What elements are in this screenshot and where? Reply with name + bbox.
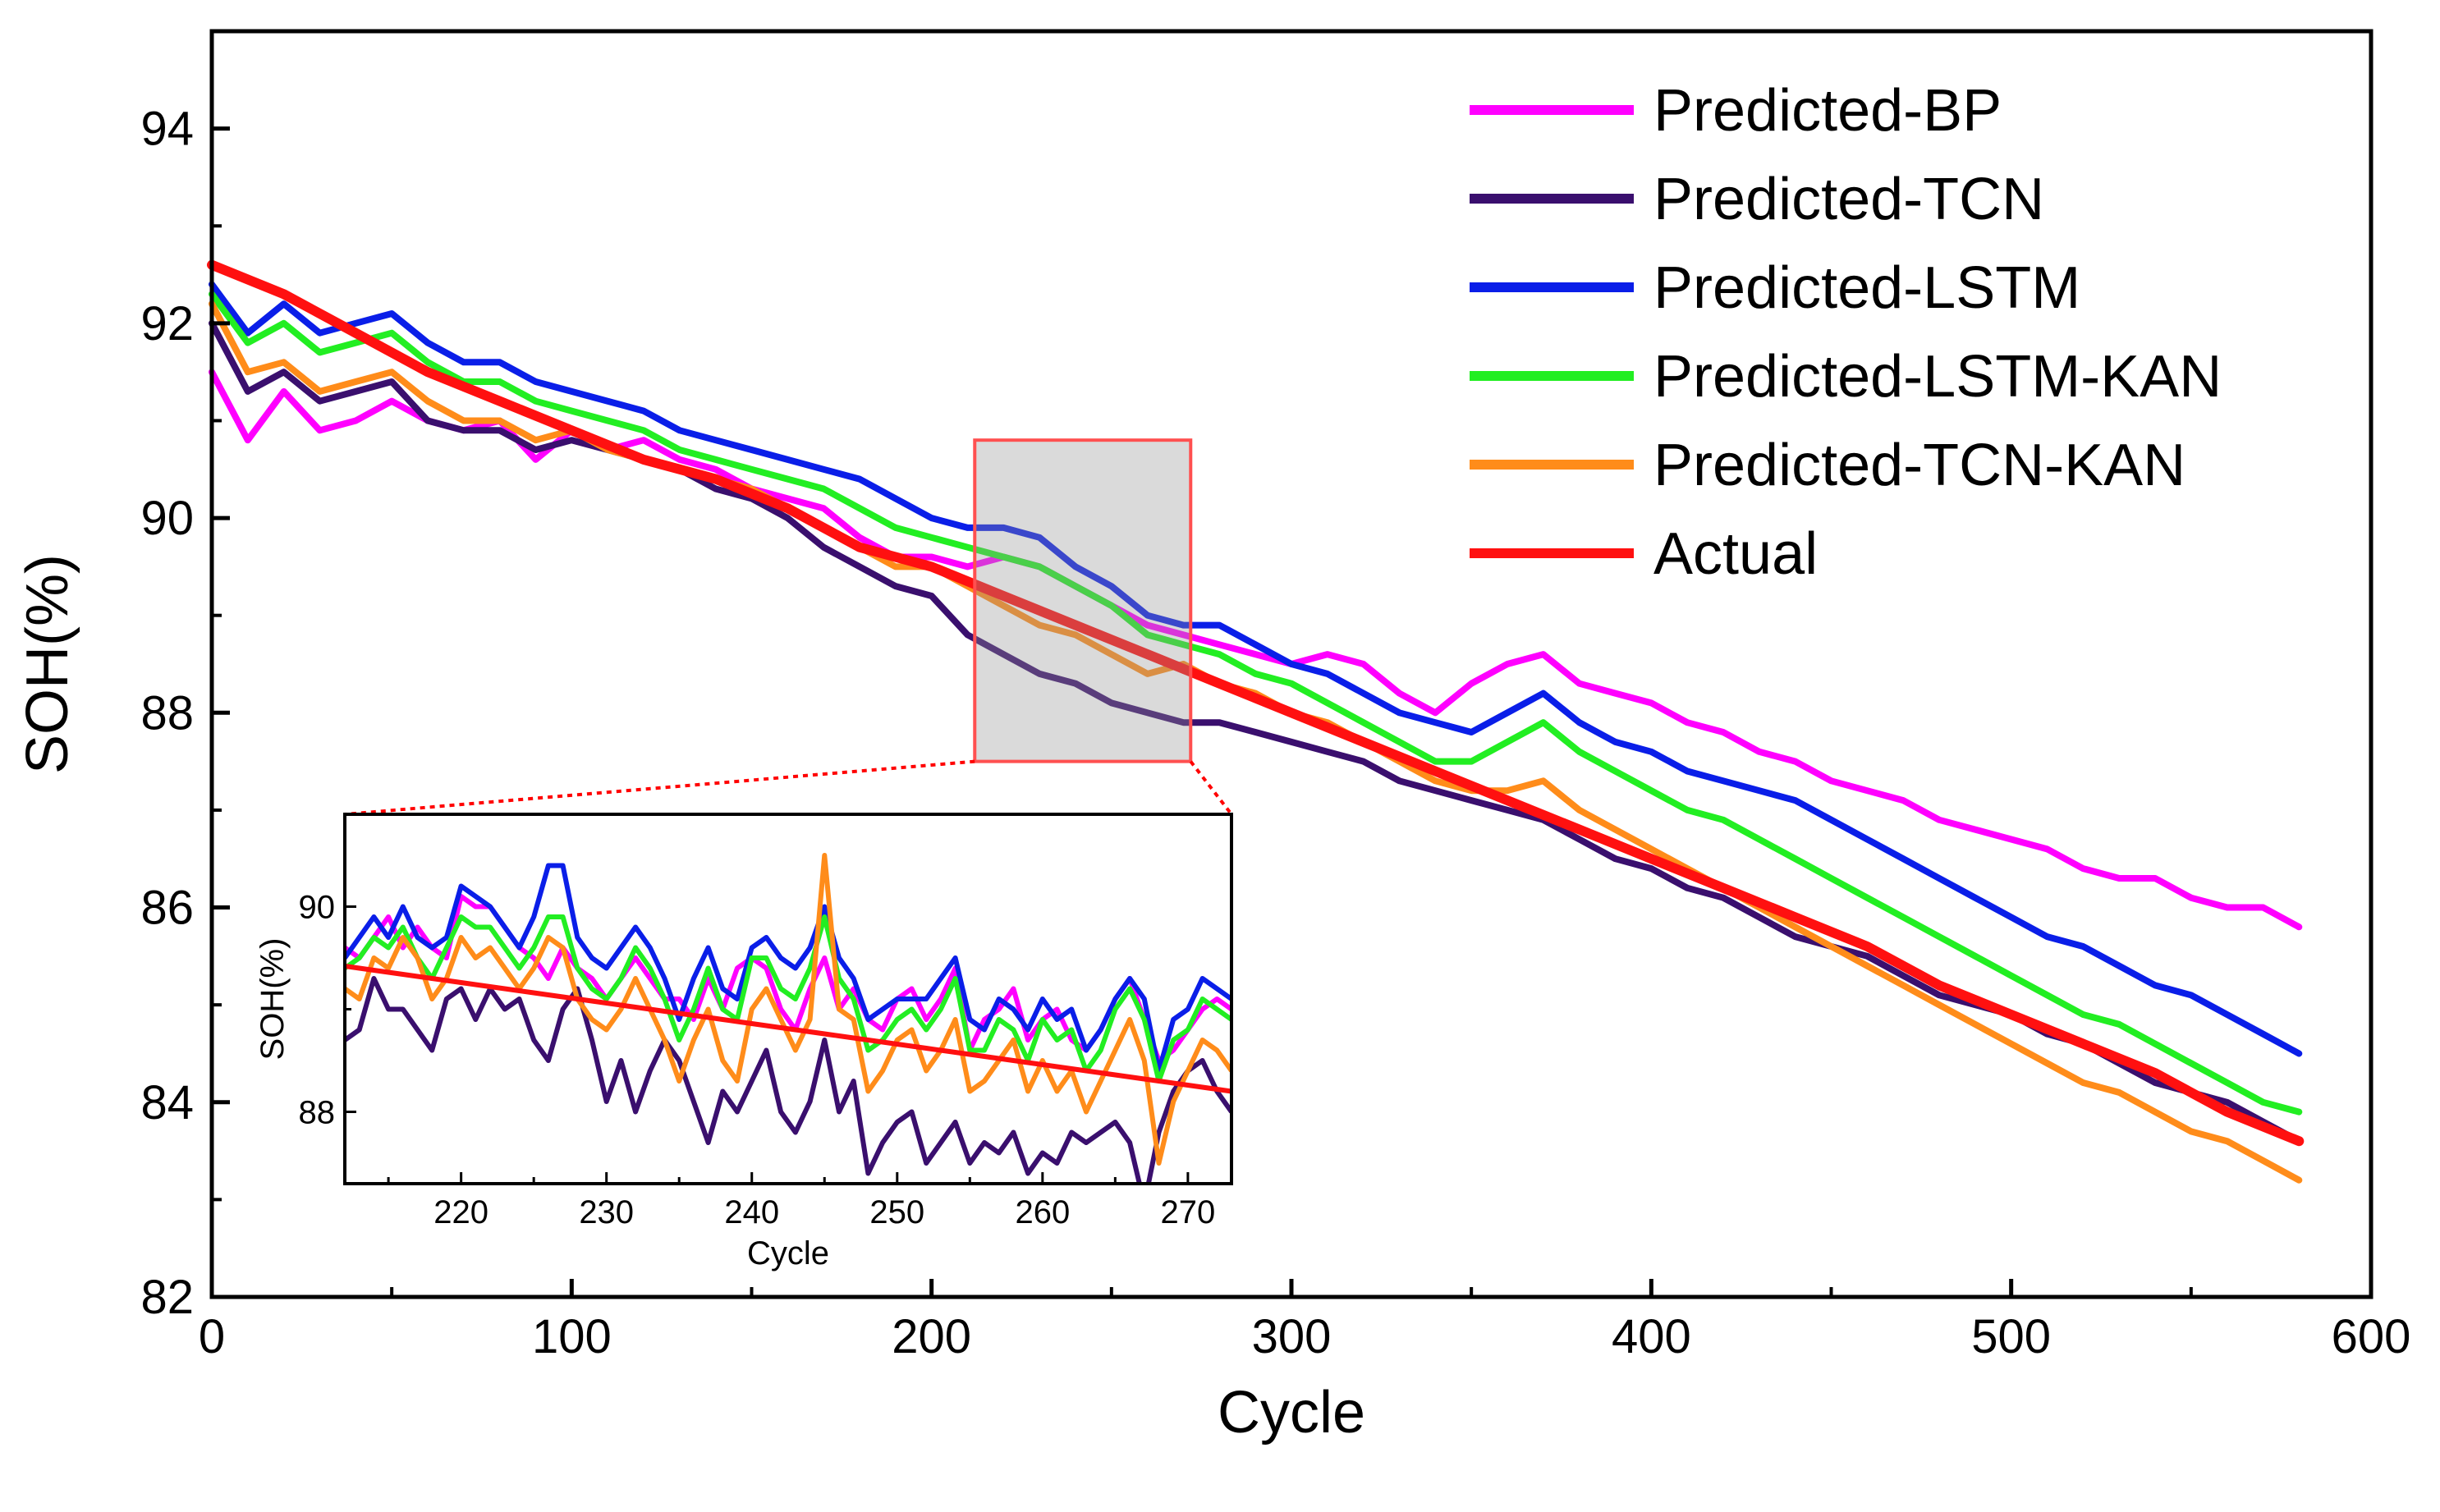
x-tick-label: 0 xyxy=(199,1310,225,1363)
inset-background xyxy=(345,814,1231,1184)
legend-label-predicted-tcn: Predicted-TCN xyxy=(1653,167,2044,232)
y-tick-label: 86 xyxy=(140,882,194,935)
zoom-box-group xyxy=(973,438,1193,763)
y-tick-label: 84 xyxy=(140,1076,194,1129)
series-line-actual xyxy=(207,259,2305,1147)
y-tick-label: 82 xyxy=(140,1271,194,1324)
inset-x-tick-label: 220 xyxy=(433,1194,488,1230)
inset-series-line-predicted-tcn-kan xyxy=(345,853,1231,1166)
y-axis-title: SOH(%) xyxy=(15,554,80,774)
legend: Predicted-BP Predicted-TCN Predicted-LSTM P… xyxy=(1470,78,2222,587)
legend-label-predicted-lstm: Predicted-LSTM xyxy=(1653,255,2080,321)
x-tick-label: 300 xyxy=(1252,1310,1332,1363)
inset-x-tick-label: 230 xyxy=(579,1194,634,1230)
inset-chart: 220 230 240 250 260 270 88 90 Cycle SOH(%) xyxy=(255,759,1233,1271)
inset-x-tick-label: 260 xyxy=(1015,1194,1070,1230)
inset-frame xyxy=(343,813,1233,1185)
inset-y-axis-title: SOH(%) xyxy=(255,938,291,1061)
inset-y-tick-label: 90 xyxy=(299,890,336,926)
y-tick-label: 88 xyxy=(140,686,194,740)
legend-label-predicted-lstm-kan: Predicted-LSTM-KAN xyxy=(1653,344,2222,410)
main-axes: 0 100 200 300 400 500 600 82 84 86 88 90 92 94 xyxy=(140,103,2410,1363)
series-line-predicted-lstm-kan xyxy=(209,291,2303,1116)
inset-lines xyxy=(345,853,1231,1184)
main-plot-lines xyxy=(207,259,2305,1184)
inset-y-tick-label: 88 xyxy=(299,1095,336,1131)
legend-label-predicted-bp: Predicted-BP xyxy=(1653,78,2002,144)
x-tick-label: 400 xyxy=(1612,1310,1691,1363)
inset-series-line-predicted-lstm xyxy=(345,863,1231,1074)
x-axis-title: Cycle xyxy=(1218,1380,1365,1446)
y-tick-label: 90 xyxy=(140,492,194,545)
inset-series-line-actual xyxy=(345,964,1231,1094)
x-tick-label: 200 xyxy=(892,1310,971,1363)
series-line-predicted-lstm xyxy=(209,281,2303,1057)
zoom-highlight-box xyxy=(973,438,1193,763)
zoom-connector-left xyxy=(344,759,975,816)
inset-x-tick-label: 250 xyxy=(869,1194,924,1230)
series-line-predicted-tcn xyxy=(209,319,2303,1145)
inset-x-tick-label: 240 xyxy=(724,1194,779,1230)
zoom-connector-right xyxy=(1189,760,1233,816)
y-tick-label: 92 xyxy=(140,297,194,351)
inset-x-axis-title: Cycle xyxy=(747,1235,829,1271)
legend-label-predicted-tcn-kan: Predicted-TCN-KAN xyxy=(1653,433,2185,498)
legend-label-actual: Actual xyxy=(1653,521,1818,587)
x-tick-label: 600 xyxy=(2332,1310,2411,1363)
x-tick-label: 100 xyxy=(532,1310,612,1363)
inset-series-line-predicted-tcn xyxy=(345,976,1231,1184)
inset-series-line-predicted-lstm-kan xyxy=(345,914,1231,1084)
inset-x-tick-label: 270 xyxy=(1161,1194,1216,1230)
y-tick-label: 94 xyxy=(140,103,194,156)
x-tick-label: 500 xyxy=(1971,1310,2051,1363)
